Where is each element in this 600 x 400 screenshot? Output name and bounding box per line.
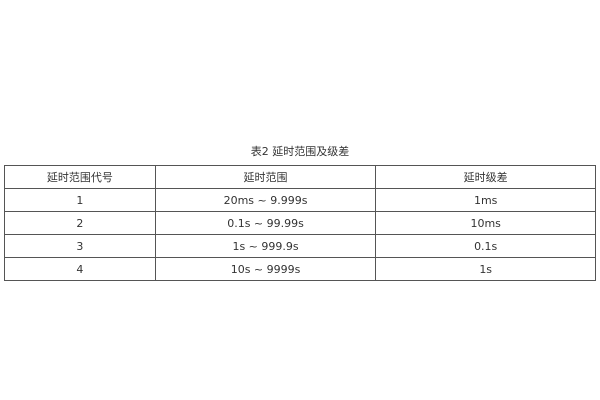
- table-cell: 1ms: [375, 188, 596, 212]
- header-cell: 延时范围: [154, 165, 377, 189]
- header-cell: 延时级差: [375, 165, 596, 189]
- table-row: 4 10s ~ 9999s 1s: [4, 257, 596, 281]
- table-cell: 20ms ~ 9.999s: [154, 188, 377, 212]
- table-row: 3 1s ~ 999.9s 0.1s: [4, 234, 596, 258]
- table-cell: 0.1s: [375, 234, 596, 258]
- table-cell: 10ms: [375, 211, 596, 235]
- header-cell: 延时范围代号: [4, 165, 156, 189]
- table-cell: 0.1s ~ 99.99s: [154, 211, 377, 235]
- table-row: 1 20ms ~ 9.999s 1ms: [4, 188, 596, 212]
- table-cell: 1s: [375, 257, 596, 281]
- table-cell: 3: [4, 234, 156, 258]
- table-caption: 表2 延时范围及级差: [250, 145, 350, 158]
- table-cell: 2: [4, 211, 156, 235]
- table-cell: 10s ~ 9999s: [154, 257, 377, 281]
- table-cell: 1s ~ 999.9s: [154, 234, 377, 258]
- table-cell: 4: [4, 257, 156, 281]
- table-row: 2 0.1s ~ 99.99s 10ms: [4, 211, 596, 235]
- table-header-row: 延时范围代号 延时范围 延时级差: [4, 165, 596, 189]
- delay-range-table: 延时范围代号 延时范围 延时级差 1 20ms ~ 9.999s 1ms 2 0…: [4, 165, 596, 281]
- table-cell: 1: [4, 188, 156, 212]
